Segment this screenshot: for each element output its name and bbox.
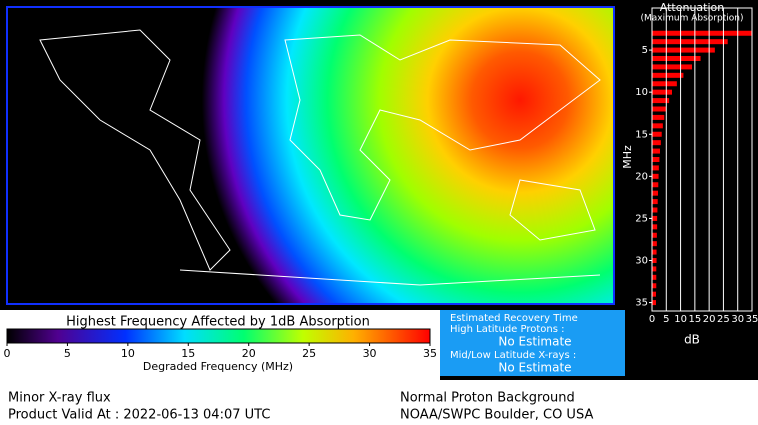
chart-bg	[626, 0, 758, 380]
bar	[652, 98, 670, 104]
colorbar-tick-label: 20	[242, 347, 256, 360]
x-tick-label: 5	[663, 314, 669, 325]
chart-subtitle: (Maximum Absorption)	[641, 14, 744, 24]
bar	[652, 30, 752, 36]
colorbar-tick-label: 10	[121, 347, 135, 360]
colorbar-tick-label: 25	[302, 347, 316, 360]
recovery-value: No Estimate	[498, 361, 571, 375]
colorbar-title: Highest Frequency Affected by 1dB Absorp…	[66, 315, 370, 330]
recovery-title: Estimated Recovery Time	[450, 313, 578, 324]
bar	[652, 89, 672, 95]
bar	[652, 232, 657, 238]
bar	[652, 274, 657, 280]
bar	[652, 131, 662, 137]
footer-text: Normal Proton Background	[400, 391, 575, 406]
footer-text: Minor X-ray flux	[8, 391, 111, 406]
bar	[652, 241, 657, 247]
recovery-value: No Estimate	[498, 335, 571, 349]
colorbar-bg	[0, 310, 440, 380]
footer-text: NOAA/SWPC Boulder, CO USA	[400, 408, 593, 423]
x-axis-label: dB	[684, 333, 700, 347]
x-tick-label: 30	[731, 314, 744, 325]
x-tick-label: 20	[703, 314, 716, 325]
colorbar-tick-label: 35	[423, 347, 437, 360]
bar	[652, 39, 728, 45]
x-tick-label: 0	[649, 314, 655, 325]
x-tick-label: 35	[746, 314, 758, 325]
x-tick-label: 15	[688, 314, 701, 325]
bar	[652, 47, 715, 53]
bar	[652, 199, 658, 205]
y-tick-label: 20	[635, 171, 648, 182]
colorbar-tick-label: 15	[181, 347, 195, 360]
bar	[652, 215, 658, 221]
colorbar-label: Degraded Frequency (MHz)	[143, 360, 293, 373]
colorbar-tick-label: 0	[4, 347, 11, 360]
y-tick-label: 10	[635, 87, 648, 98]
bar	[652, 56, 701, 61]
bar	[652, 81, 677, 87]
bar	[652, 114, 665, 120]
y-tick-label: 35	[635, 298, 648, 309]
bar	[652, 249, 657, 255]
recovery-label: Mid/Low Latitude X-rays :	[450, 350, 576, 361]
coastlines	[39, 29, 601, 286]
bar	[652, 165, 659, 171]
bar	[652, 266, 657, 272]
colorbar	[6, 328, 431, 344]
colorbar-tick-label: 30	[363, 347, 377, 360]
bar	[652, 123, 663, 129]
bar	[652, 157, 660, 162]
bar	[652, 173, 659, 179]
plot-frame	[651, 7, 753, 312]
y-tick-label: 5	[642, 45, 648, 56]
bar	[652, 72, 684, 78]
bar	[652, 207, 658, 213]
x-tick-label: 10	[674, 314, 687, 325]
x-tick-label: 25	[717, 314, 730, 325]
bar	[652, 190, 658, 196]
bar	[652, 291, 656, 297]
bar	[652, 258, 657, 263]
bar	[652, 148, 660, 154]
y-tick-label: 25	[635, 213, 648, 224]
recovery-box	[440, 310, 625, 376]
footer-text: Product Valid At : 2022-06-13 04:07 UTC	[8, 408, 270, 423]
bar	[652, 140, 661, 146]
footer-bg	[0, 380, 758, 425]
bar	[652, 300, 656, 306]
y-tick-label: 30	[635, 256, 648, 267]
bar	[652, 182, 659, 188]
recovery-label: High Latitude Protons :	[450, 324, 565, 335]
absorption-map	[6, 6, 615, 305]
bar	[652, 106, 667, 112]
bar	[652, 224, 658, 230]
y-axis-label: MHz	[621, 145, 634, 169]
colorbar-tick-label: 5	[64, 347, 71, 360]
bar	[652, 283, 657, 289]
y-tick-label: 15	[635, 129, 648, 140]
bar	[652, 64, 692, 70]
